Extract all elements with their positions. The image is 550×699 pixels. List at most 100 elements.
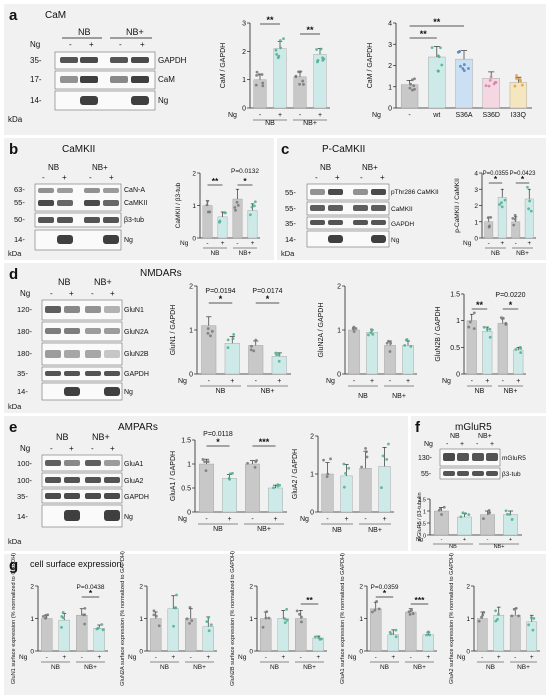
y-axis-label: GluN1 / GAPDH (170, 305, 177, 356)
ng-label: Ng (228, 112, 237, 119)
data-point (96, 626, 100, 630)
ng-sign: - (251, 516, 254, 523)
bar (58, 619, 70, 652)
data-point (206, 327, 210, 330)
group-label: NB (486, 664, 495, 671)
data-point (255, 70, 259, 74)
data-point (407, 610, 411, 614)
group-label: NB (475, 388, 485, 395)
data-point (389, 341, 393, 345)
blot-c-group-nb: NB (320, 163, 331, 172)
data-point (410, 608, 414, 612)
data-point (260, 73, 264, 76)
data-point (494, 81, 498, 84)
data-point (326, 472, 330, 476)
y-tick-label: 2 (388, 63, 392, 70)
data-point (487, 508, 491, 512)
bar (202, 205, 213, 239)
data-point (46, 613, 50, 617)
data-point (218, 219, 222, 223)
y-tick-label: 1.5 (181, 438, 191, 445)
blot-c-bands (310, 189, 386, 243)
bar (455, 58, 473, 109)
data-point (370, 328, 373, 331)
significance-marker: * (494, 174, 498, 184)
blot-b-group-nbplus: NB+ (92, 163, 108, 172)
data-point (298, 612, 301, 616)
data-point (231, 471, 234, 475)
y-axis-label: GluA1 / GAPDH (170, 451, 177, 501)
data-point (519, 79, 522, 83)
blot-e: NB NB+ Ng - + - + 100- 100- 35- 14- GluA… (8, 432, 149, 546)
data-point (44, 613, 47, 617)
blot-c-protein-label: GAPDH (391, 221, 414, 228)
ng-sign: + (382, 516, 386, 523)
blot-d-lane-sign: + (110, 289, 115, 298)
data-point (527, 623, 531, 627)
panel-a-letter: a (9, 7, 18, 24)
y-tick-label: 1 (30, 616, 34, 623)
data-point (482, 325, 486, 329)
data-point (462, 69, 466, 73)
ng-label: Ng (300, 516, 309, 523)
group-label: NB (210, 250, 219, 257)
data-point (272, 486, 275, 490)
blot-a-strip (54, 70, 156, 90)
ng-sign: - (236, 240, 238, 247)
data-point (371, 610, 374, 614)
ng-sign: + (281, 654, 285, 661)
bar (497, 323, 508, 375)
blot-d-lane-sign: - (50, 289, 53, 298)
significance-marker: * (216, 437, 220, 447)
ng-sign: + (221, 240, 225, 247)
chart-a2: 0 1 2 3 4 CaM / GAPDH Ng - wt S36A S36D I33Q ** ** (367, 17, 532, 119)
blot-b-strip (34, 212, 122, 228)
group-label: NB (380, 664, 389, 671)
blot-c-kda: kDa (281, 249, 295, 258)
blot-f-strip (439, 448, 501, 467)
data-point (394, 628, 398, 632)
data-point (83, 606, 87, 610)
y-tick-label: 0 (249, 649, 253, 656)
blot-c-strip (306, 201, 390, 216)
p-value-label: P=0.0438 (76, 584, 104, 591)
ng-sign: + (497, 654, 501, 661)
blot-c-mw: 14- (285, 235, 296, 244)
data-point (519, 351, 523, 355)
y-tick-label: 3 (242, 21, 246, 28)
group-label: NB+ (413, 664, 426, 671)
blot-e-strip (41, 472, 123, 488)
blot-a-protein-label: CaM (158, 75, 175, 84)
panel-e-letter: e (9, 419, 17, 436)
bar (476, 618, 488, 652)
blot-a-lane-sign: - (119, 40, 122, 49)
data-point (506, 512, 509, 516)
blot-a-group-nb: NB (78, 27, 91, 37)
y-axis-label: GluN2B surface expression (% normalized … (230, 551, 236, 686)
blot-f: NB NB+ Ng - + - + 130- 55- mGluR5 β3-tub (418, 433, 526, 480)
data-point (283, 621, 287, 625)
category-label: I33Q (511, 112, 527, 119)
data-point (504, 322, 508, 326)
blot-e-mw: 100- (17, 476, 33, 485)
panel-c-letter: c (281, 141, 289, 158)
group-label: NB+ (494, 544, 505, 550)
data-point (277, 353, 281, 357)
bar (76, 615, 88, 652)
data-point (497, 612, 500, 616)
data-point (440, 513, 443, 516)
data-point (319, 637, 323, 641)
bar (293, 76, 307, 109)
y-tick-label: 1 (187, 462, 191, 469)
bar (260, 618, 272, 652)
data-point (264, 616, 268, 620)
data-point (267, 616, 271, 620)
data-point (459, 515, 463, 519)
data-point (61, 611, 65, 614)
panel-b-title: CaMKII (62, 144, 95, 155)
data-point (319, 47, 323, 51)
blot-a-protein-label: Ng (158, 96, 168, 105)
data-point (41, 614, 45, 618)
data-point (302, 83, 305, 86)
